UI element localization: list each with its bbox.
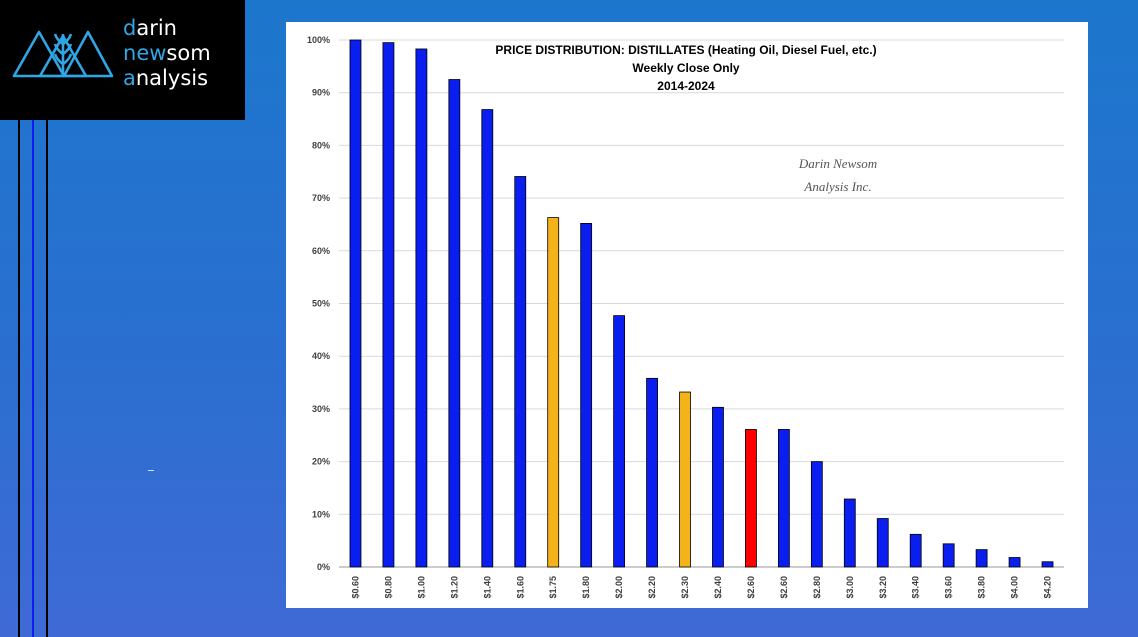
mountains-logo-icon: [12, 30, 114, 78]
brand-text: arin: [136, 16, 177, 40]
x-tick-label: $1.00: [416, 576, 426, 599]
y-tick-label: 0%: [317, 562, 330, 572]
brand-name: darin newsom analysis: [123, 16, 211, 91]
bar: [679, 391, 691, 568]
brand-accent-letter: a: [123, 66, 136, 90]
bar: [448, 79, 461, 568]
bar: [909, 533, 922, 568]
bar: [481, 109, 494, 568]
x-tick-label: $2.00: [614, 576, 624, 599]
x-tick-label: $4.20: [1043, 576, 1053, 599]
bar: [646, 377, 658, 568]
brand-accent-letter: n: [123, 41, 137, 65]
brand-accent-letters: ew: [136, 41, 167, 65]
price-distribution-chart: 0%10%20%30%40%50%60%70%80%90%100% $0.60 $…: [307, 35, 1064, 599]
bar: [810, 461, 823, 568]
x-tick-label: $0.60: [350, 576, 360, 599]
brand-line-3: analysis: [123, 66, 211, 91]
brand-text: nalysis: [135, 66, 209, 90]
y-tick-label: 90%: [312, 88, 330, 98]
brand-accent-letter: d: [123, 16, 137, 40]
y-tick-label: 100%: [307, 35, 330, 45]
y-tick-label: 60%: [312, 246, 330, 256]
watermark-line-1: Darin Newsom: [798, 156, 877, 171]
brand-text: som: [166, 41, 211, 65]
x-tick-label: $1.75: [548, 576, 558, 599]
chart-title: PRICE DISTRIBUTION: DISTILLATES (Heating…: [495, 43, 876, 57]
bar: [843, 498, 856, 568]
decorative-dash: [148, 470, 154, 471]
x-tick-label: $0.80: [383, 576, 393, 599]
bar: [942, 543, 955, 568]
bar: [876, 518, 889, 568]
y-tick-label: 20%: [312, 457, 330, 467]
bar: [1041, 561, 1054, 568]
chart-subtitle-2: 2014-2024: [657, 79, 715, 93]
y-tick-label: 30%: [312, 404, 330, 414]
x-tick-label: $3.80: [977, 576, 987, 599]
x-tick-label: $2.80: [812, 576, 822, 599]
x-tick-label: $2.60: [779, 576, 789, 599]
y-tick-label: 50%: [312, 299, 330, 309]
x-tick-label: $1.20: [449, 576, 459, 599]
bar: [745, 429, 757, 568]
x-tick-label: $1.80: [581, 576, 591, 599]
x-tick-label: $2.30: [680, 576, 690, 599]
decorative-line: [18, 120, 20, 637]
bar: [712, 406, 724, 568]
chart-subtitle-1: Weekly Close Only: [632, 61, 739, 75]
bars: [349, 39, 1054, 568]
x-axis-labels: $0.60 $0.80 $1.00 $1.20 $1.40 $1.60 $1.75 $1.80…: [350, 576, 1052, 599]
bar: [777, 429, 790, 568]
brand-line-1: darin: [123, 16, 211, 41]
brand-logo-box: darin newsom analysis: [0, 0, 245, 120]
x-tick-label: $2.60: [746, 576, 756, 599]
decorative-line: [46, 120, 48, 637]
y-tick-label: 40%: [312, 351, 330, 361]
brand-line-2: newsom: [123, 41, 211, 66]
x-tick-label: $2.20: [647, 576, 657, 599]
y-tick-label: 10%: [312, 509, 330, 519]
y-axis-labels: 0% 10% 20% 30% 40% 50% 60% 70% 80% 90% 100%: [307, 35, 330, 572]
y-tick-label: 70%: [312, 193, 330, 203]
bar: [975, 549, 988, 568]
x-tick-label: $4.00: [1010, 576, 1020, 599]
x-tick-label: $3.40: [911, 576, 921, 599]
x-tick-label: $3.60: [944, 576, 954, 599]
grid-lines: [339, 39, 1064, 568]
x-tick-label: $2.40: [713, 576, 723, 599]
bar: [514, 176, 527, 568]
x-tick-label: $1.60: [515, 576, 525, 599]
y-tick-label: 80%: [312, 140, 330, 150]
x-tick-label: $3.20: [878, 576, 888, 599]
bar: [613, 315, 626, 568]
x-tick-label: $3.00: [845, 576, 855, 599]
bar: [547, 217, 560, 568]
bar: [349, 39, 362, 568]
chart-frame: 0% 10% 20% 30% 40% 50% 60% 70% 80% 90% 100% $0.60 $…: [286, 22, 1088, 608]
bar: [382, 42, 395, 568]
bar: [415, 48, 428, 568]
x-tick-label: $1.40: [482, 576, 492, 599]
decorative-line: [32, 120, 34, 637]
watermark-line-2: Analysis Inc.: [803, 179, 871, 194]
bar: [1008, 557, 1021, 568]
bar: [580, 222, 593, 568]
